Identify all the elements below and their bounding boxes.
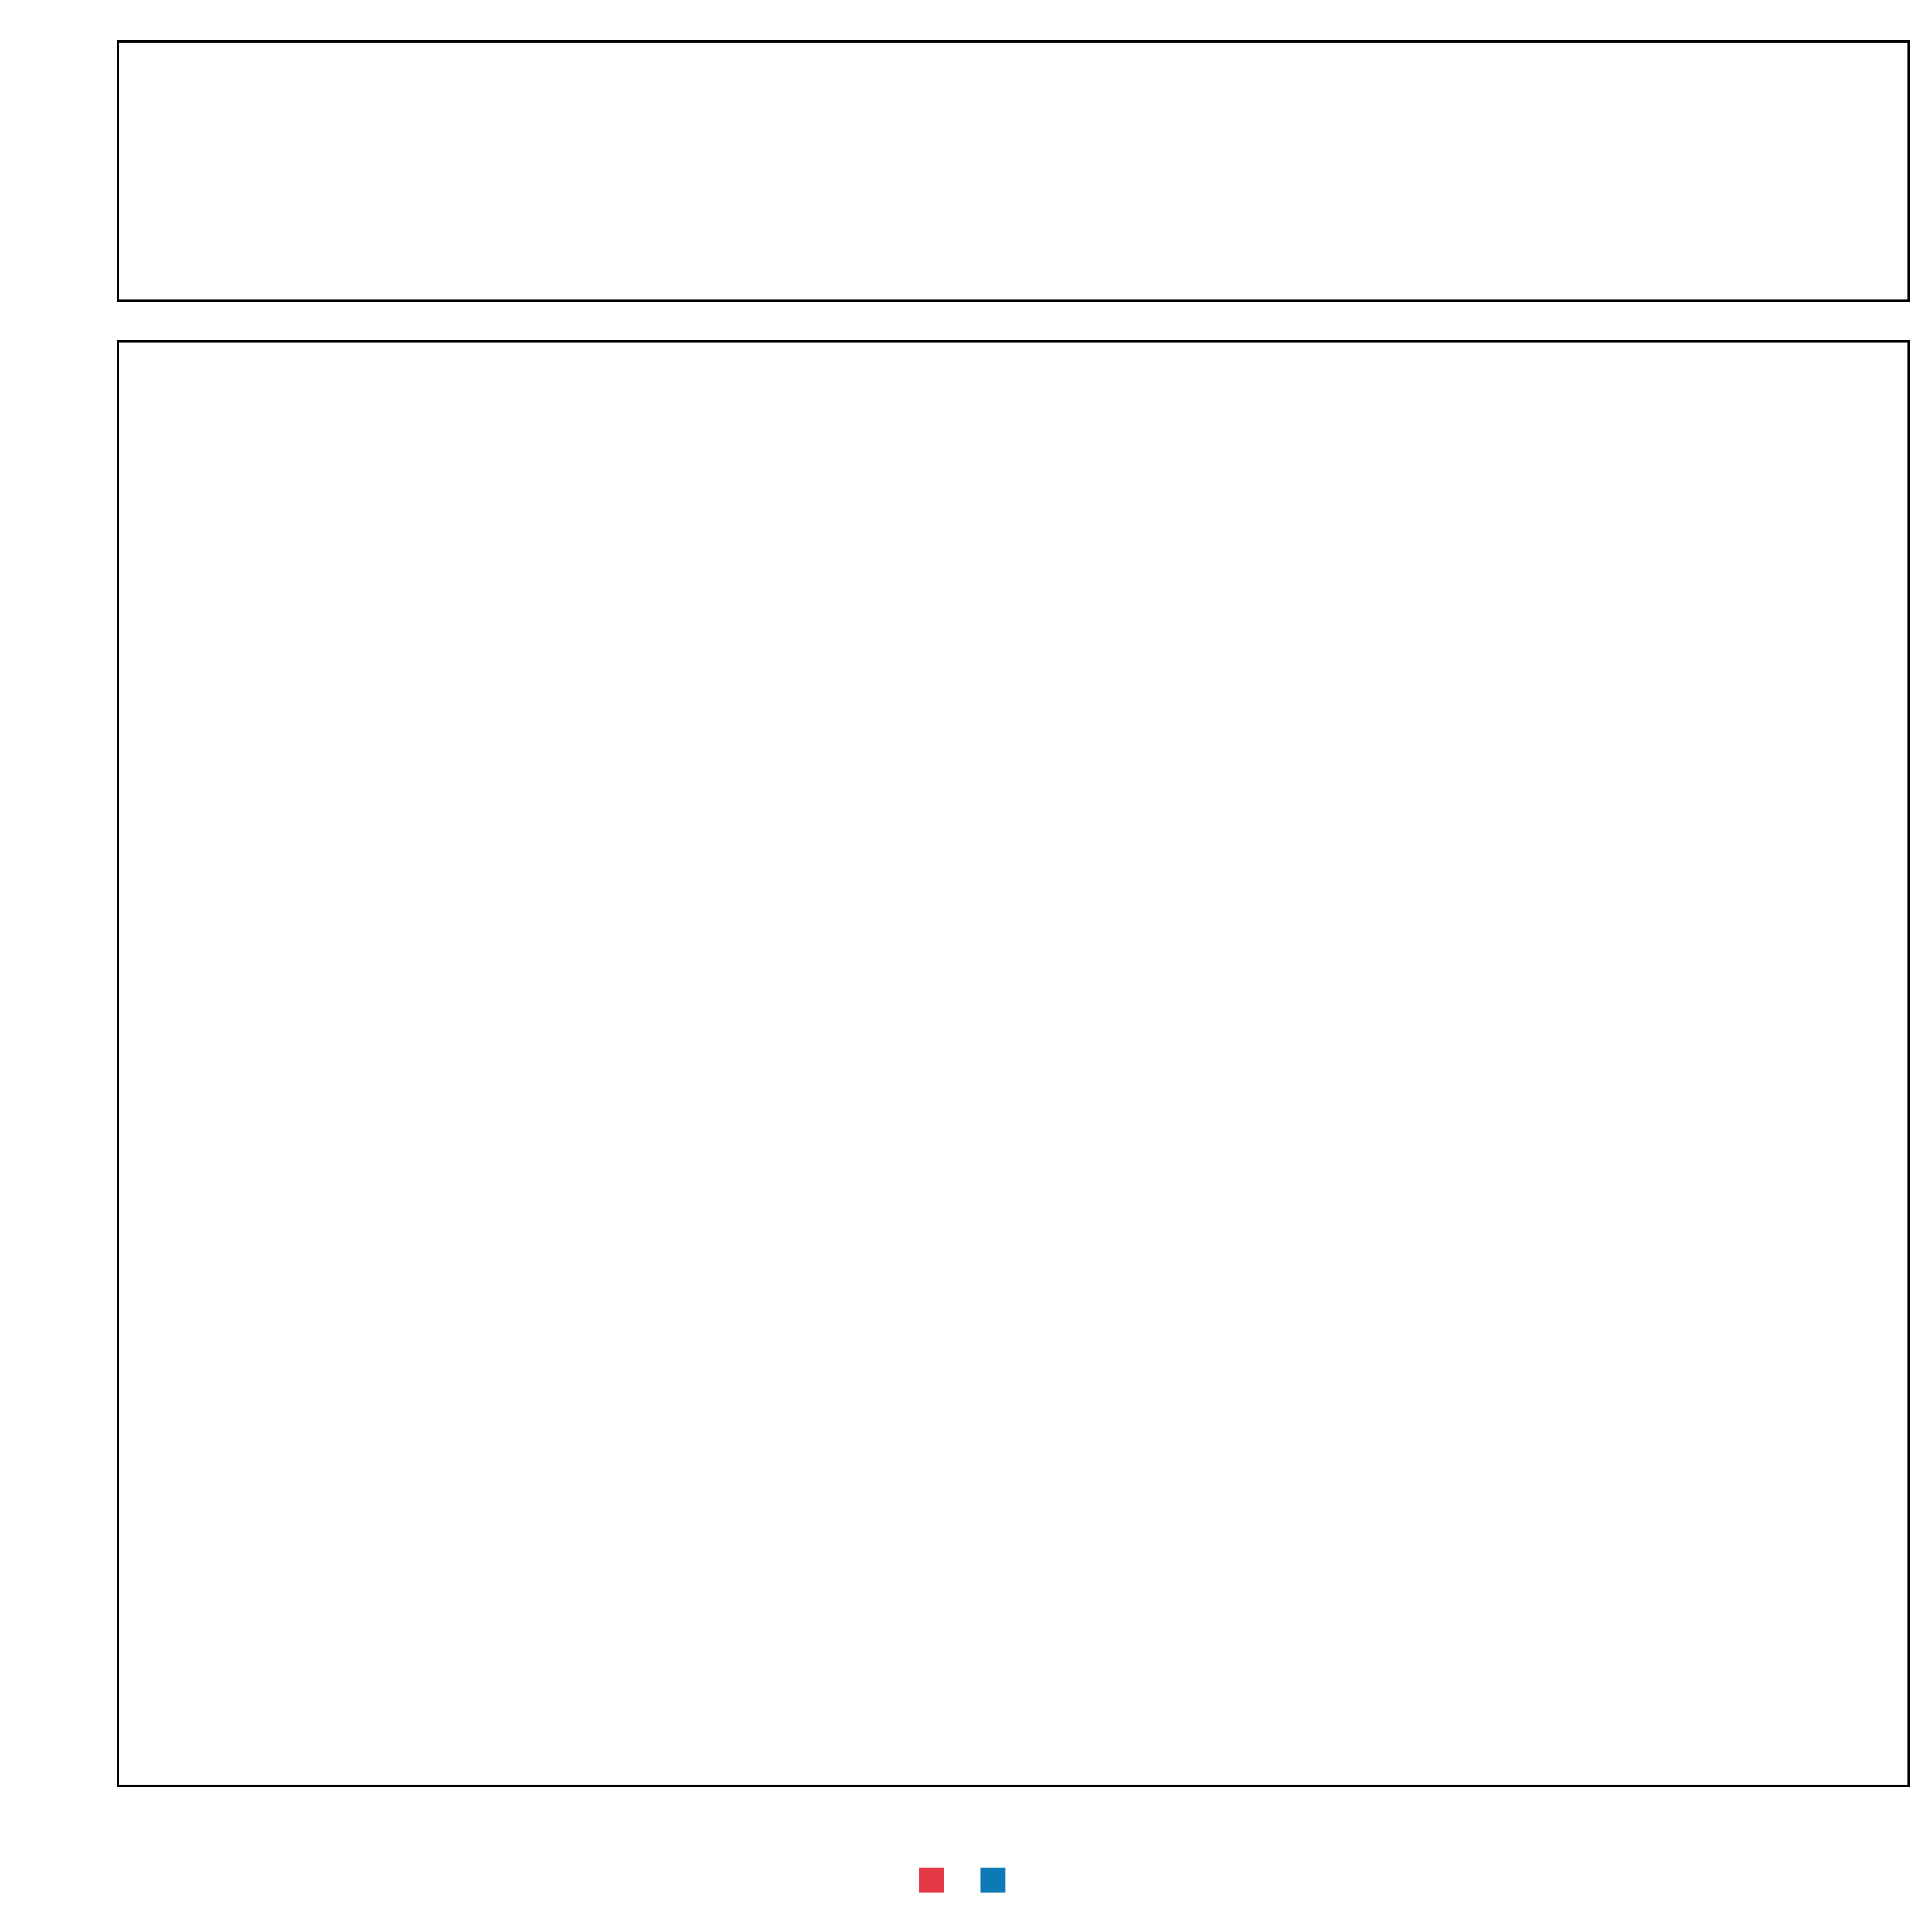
decrease-swatch-icon [919,1868,944,1893]
increase-swatch-icon [980,1868,1006,1893]
bottom-panel [0,328,1932,1809]
top-plot-area [117,40,1910,302]
legend-item-increase[interactable] [980,1868,1013,1893]
bottom-plot-area [117,340,1910,1787]
top-panel [0,0,1932,306]
legend-item-decrease[interactable] [919,1868,952,1893]
chart-legend [0,1868,1932,1893]
